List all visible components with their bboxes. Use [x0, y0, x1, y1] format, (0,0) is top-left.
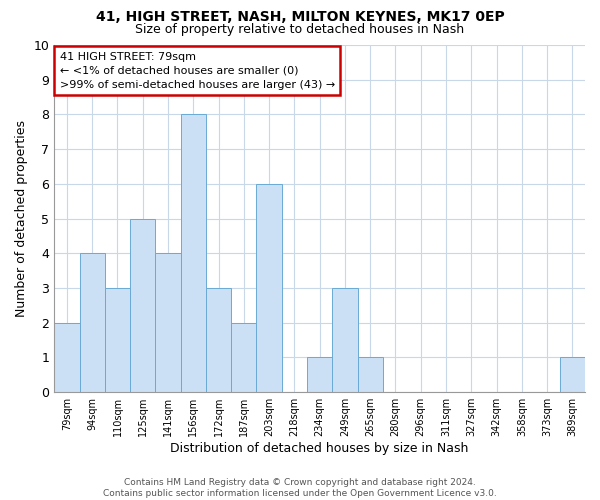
Bar: [256, 184, 282, 392]
Bar: [130, 218, 155, 392]
Bar: [560, 358, 585, 392]
Bar: [181, 114, 206, 392]
Bar: [332, 288, 358, 392]
Bar: [231, 323, 256, 392]
Bar: [358, 358, 383, 392]
X-axis label: Distribution of detached houses by size in Nash: Distribution of detached houses by size …: [170, 442, 469, 455]
Bar: [105, 288, 130, 392]
Bar: [307, 358, 332, 392]
Text: Size of property relative to detached houses in Nash: Size of property relative to detached ho…: [136, 22, 464, 36]
Text: 41 HIGH STREET: 79sqm
← <1% of detached houses are smaller (0)
>99% of semi-deta: 41 HIGH STREET: 79sqm ← <1% of detached …: [59, 52, 335, 90]
Text: Contains HM Land Registry data © Crown copyright and database right 2024.
Contai: Contains HM Land Registry data © Crown c…: [103, 478, 497, 498]
Y-axis label: Number of detached properties: Number of detached properties: [15, 120, 28, 317]
Bar: [155, 254, 181, 392]
Text: 41, HIGH STREET, NASH, MILTON KEYNES, MK17 0EP: 41, HIGH STREET, NASH, MILTON KEYNES, MK…: [95, 10, 505, 24]
Bar: [54, 323, 80, 392]
Bar: [80, 254, 105, 392]
Bar: [206, 288, 231, 392]
